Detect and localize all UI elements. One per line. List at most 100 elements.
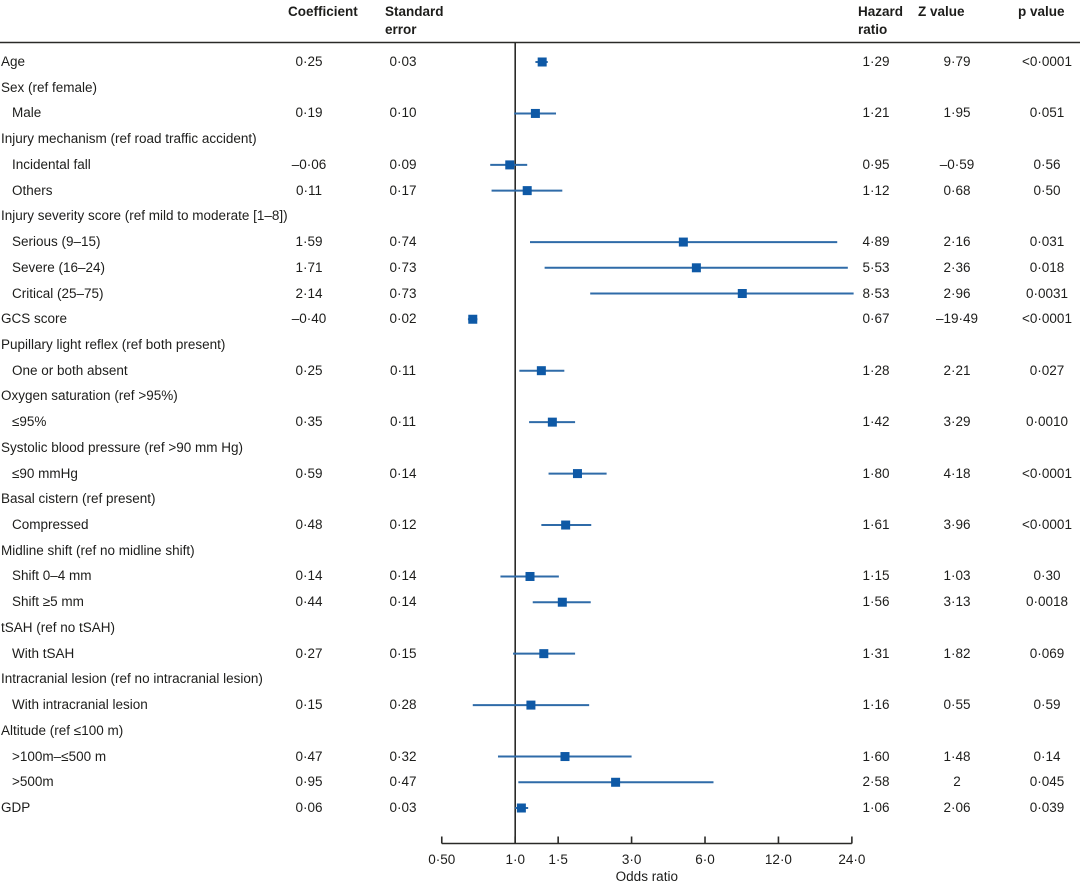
z-value: –19·49 xyxy=(935,311,979,327)
table-row: >100m–≤500 m 0·47 0·32 1·60 1·48 0·14 xyxy=(0,744,1080,770)
hazard-ratio-value: 1·61 xyxy=(862,517,890,533)
hazard-ratio-value: 1·31 xyxy=(862,645,890,661)
row-label: Incidental fall xyxy=(12,156,91,172)
group-row: Altitude (ref ≤100 m) xyxy=(0,718,1080,744)
standard-error-value: 0·14 xyxy=(389,594,417,610)
coefficient-value: 2·14 xyxy=(295,285,323,301)
column-header-hazard-ratio: Hazard ratio xyxy=(858,4,904,37)
standard-error-value: 0·10 xyxy=(389,105,417,121)
row-label: Injury severity score (ref mild to moder… xyxy=(1,208,288,224)
z-value: –0·59 xyxy=(939,156,975,172)
table-row: Age 0·25 0·03 1·29 9·79 <0·0001 xyxy=(0,49,1080,75)
p-value: 0·045 xyxy=(1029,774,1065,790)
row-label: Basal cistern (ref present) xyxy=(1,491,156,507)
coefficient-value: 0·06 xyxy=(295,799,323,815)
z-value: 2 xyxy=(953,774,961,790)
z-value: 2·06 xyxy=(943,799,971,815)
coefficient-value: 0·25 xyxy=(295,54,323,69)
coefficient-value: 0·35 xyxy=(295,414,323,430)
z-value: 2·96 xyxy=(943,285,971,301)
p-value: 0·069 xyxy=(1029,645,1065,661)
row-label: Male xyxy=(12,105,42,121)
coefficient-value: 0·27 xyxy=(295,645,323,661)
standard-error-value: 0·11 xyxy=(389,414,417,430)
hazard-ratio-value: 1·42 xyxy=(862,414,890,430)
hazard-ratio-value: 5·53 xyxy=(862,259,890,275)
group-row: Intracranial lesion (ref no intracranial… xyxy=(0,666,1080,692)
row-label: tSAH (ref no tSAH) xyxy=(1,619,116,635)
hazard-ratio-value: 1·06 xyxy=(862,799,890,815)
group-row: Pupillary light reflex (ref both present… xyxy=(0,332,1080,358)
x-axis-tick-label: 6·0 xyxy=(695,852,715,867)
column-header-z-value: Z value xyxy=(918,4,965,19)
row-label: >100m–≤500 m xyxy=(12,748,107,764)
p-value: 0·027 xyxy=(1029,362,1065,378)
row-label: With tSAH xyxy=(12,645,75,661)
group-row: Basal cistern (ref present) xyxy=(0,486,1080,512)
row-label: Altitude (ref ≤100 m) xyxy=(1,722,124,738)
z-value: 0·68 xyxy=(943,182,971,198)
coefficient-value: 1·71 xyxy=(295,259,323,275)
row-label: GCS score xyxy=(1,311,68,327)
coefficient-value: 0·44 xyxy=(295,594,323,610)
hazard-ratio-value: 1·16 xyxy=(862,697,890,713)
z-value: 1·82 xyxy=(943,645,971,661)
row-label: Serious (9–15) xyxy=(12,234,101,250)
row-label: Critical (25–75) xyxy=(12,285,104,301)
z-value: 2·21 xyxy=(943,362,971,378)
row-label: Intracranial lesion (ref no intracranial… xyxy=(1,671,263,687)
table-row: Incidental fall –0·06 0·09 0·95 –0·59 0·56 xyxy=(0,152,1080,178)
coefficient-value: 0·48 xyxy=(295,517,323,533)
table-row: ≤90 mmHg 0·59 0·14 1·80 4·18 <0·0001 xyxy=(0,461,1080,487)
z-value: 2·16 xyxy=(943,234,971,250)
table-row: ≤95% 0·35 0·11 1·42 3·29 0·0010 xyxy=(0,409,1080,435)
column-header-p-value: p value xyxy=(1018,4,1065,19)
column-header-standard-error: Standard error xyxy=(385,4,444,37)
z-value: 1·95 xyxy=(943,105,971,121)
p-value: 0·018 xyxy=(1029,259,1065,275)
standard-error-value: 0·32 xyxy=(389,748,417,764)
standard-error-value: 0·02 xyxy=(389,311,417,327)
z-value: 2·36 xyxy=(943,259,971,275)
table-row: One or both absent 0·25 0·11 1·28 2·21 0·027 xyxy=(0,358,1080,384)
p-value: 0·56 xyxy=(1033,156,1061,172)
standard-error-value: 0·28 xyxy=(389,697,417,713)
standard-error-value: 0·73 xyxy=(389,259,417,275)
hazard-ratio-value: 1·21 xyxy=(862,105,890,121)
x-axis-tick-label: 0·50 xyxy=(428,852,455,867)
row-label: Others xyxy=(12,182,53,198)
z-value: 1·03 xyxy=(943,568,971,584)
hazard-ratio-value: 1·29 xyxy=(862,54,890,69)
group-row: Oxygen saturation (ref >95%) xyxy=(0,383,1080,409)
p-value: 0·30 xyxy=(1033,568,1061,584)
p-value: 0·039 xyxy=(1029,799,1065,815)
row-label: Compressed xyxy=(12,517,89,533)
row-label: Pupillary light reflex (ref both present… xyxy=(1,336,226,352)
coefficient-value: 0·95 xyxy=(295,774,323,790)
standard-error-value: 0·74 xyxy=(389,234,417,250)
p-value: 0·031 xyxy=(1029,234,1065,250)
coefficient-value: 0·19 xyxy=(295,105,323,121)
x-axis-tick-label: 1·5 xyxy=(548,852,568,867)
coefficient-value: 0·47 xyxy=(295,748,323,764)
p-value: 0·0031 xyxy=(1025,285,1069,301)
hazard-ratio-value: 1·60 xyxy=(862,748,890,764)
row-label: Shift ≥5 mm xyxy=(12,594,84,610)
hazard-ratio-value: 1·28 xyxy=(862,362,890,378)
group-row: Injury mechanism (ref road traffic accid… xyxy=(0,126,1080,152)
standard-error-value: 0·14 xyxy=(389,568,417,584)
table-row: Serious (9–15) 1·59 0·74 4·89 2·16 0·031 xyxy=(0,229,1080,255)
x-axis-tick-label: 1·0 xyxy=(505,852,525,867)
x-axis-tick-label: 24·0 xyxy=(838,852,865,867)
p-value: <0·0001 xyxy=(1022,465,1072,481)
standard-error-value: 0·17 xyxy=(389,182,417,198)
x-axis-tick-label: 12·0 xyxy=(765,852,792,867)
hazard-ratio-value: 0·95 xyxy=(862,156,890,172)
group-row: tSAH (ref no tSAH) xyxy=(0,615,1080,641)
coefficient-value: –0·06 xyxy=(291,156,327,172)
coefficient-value: 0·11 xyxy=(295,182,323,198)
p-value: 0·0018 xyxy=(1025,594,1069,610)
z-value: 0·55 xyxy=(943,697,971,713)
standard-error-value: 0·15 xyxy=(389,645,417,661)
